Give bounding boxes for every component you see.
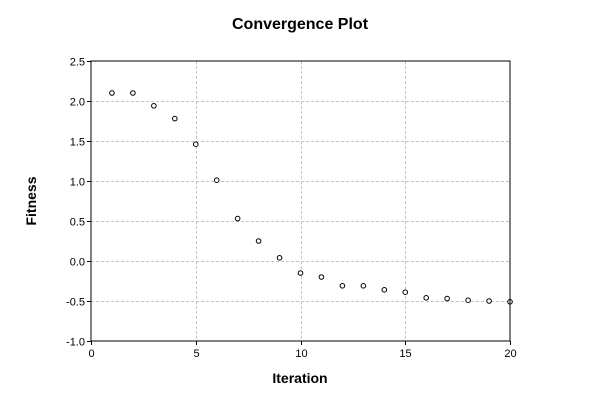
chart-title: Convergence Plot (232, 16, 369, 33)
x-tick-label: 5 (193, 348, 199, 360)
data-point (381, 287, 388, 293)
axis-ticks: 2.5 2.0 1.5 1.0 0.5 0.0 -0.5 -1.00 5 10 15 20 (66, 57, 517, 361)
data-point (444, 295, 450, 302)
y-tick-label: 1.0 (70, 177, 85, 189)
x-axis-label: Iteration (272, 370, 327, 386)
data-point (297, 270, 304, 276)
data-point (339, 283, 346, 289)
y-tick-label: 1.5 (70, 137, 85, 149)
data-point (276, 254, 283, 261)
data-point (192, 141, 199, 147)
grid-lines (91, 61, 510, 341)
data-point (360, 283, 367, 289)
data-point (151, 103, 157, 109)
y-axis-label: Fitness (23, 176, 39, 225)
data-point (213, 177, 220, 183)
data-point (423, 295, 430, 301)
y-tick-label: -0.5 (66, 297, 85, 309)
y-tick-label: -1.0 (66, 337, 85, 349)
data-point (234, 215, 241, 222)
x-tick-label: 0 (88, 348, 94, 360)
y-tick-label: 2.0 (70, 97, 85, 109)
data-point (130, 90, 136, 96)
data-point (465, 297, 471, 304)
data-points (109, 90, 513, 305)
data-point (402, 289, 409, 296)
data-point (172, 115, 178, 122)
x-tick-label: 15 (399, 348, 411, 360)
x-tick-label: 20 (504, 348, 516, 360)
plot-frame (90, 60, 511, 342)
data-point (486, 298, 492, 304)
y-tick-label: 0.5 (70, 217, 85, 229)
y-tick-label: 2.5 (70, 57, 85, 69)
x-tick-label: 10 (295, 348, 307, 360)
data-point (318, 274, 325, 280)
data-point (109, 90, 115, 96)
y-tick-label: 0.0 (70, 257, 85, 269)
data-point (255, 238, 262, 244)
